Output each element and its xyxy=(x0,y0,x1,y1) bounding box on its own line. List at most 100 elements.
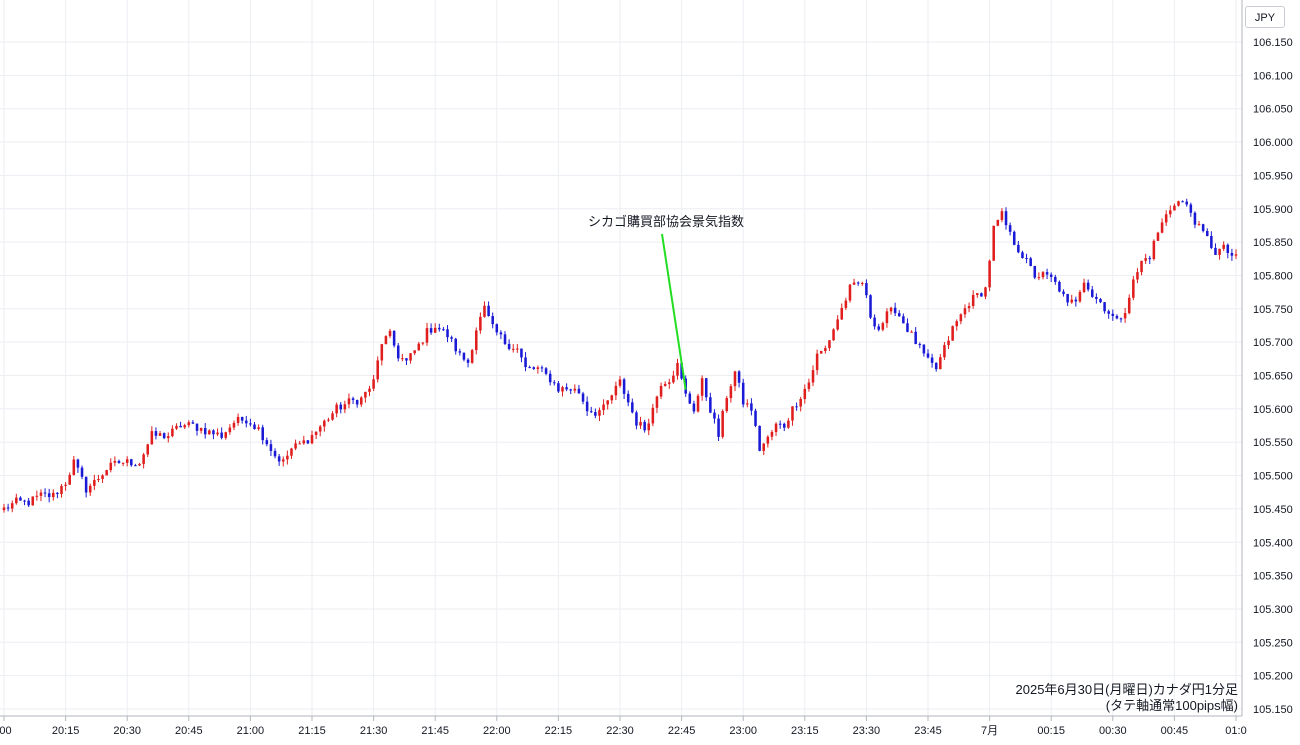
candle-body xyxy=(60,485,63,494)
candle-body xyxy=(19,497,22,501)
candle-body xyxy=(261,427,264,441)
candles xyxy=(2,198,1238,513)
candle-body xyxy=(446,329,449,338)
x-tick-label: 20:15 xyxy=(52,725,80,737)
candle-body xyxy=(680,362,683,379)
candle-body xyxy=(910,331,913,333)
candle-body xyxy=(1062,291,1065,295)
candle-body xyxy=(1090,289,1094,297)
candle-body xyxy=(828,340,831,349)
candle-body xyxy=(577,388,581,394)
x-tick-label: 21:00 xyxy=(237,725,265,737)
candle-body xyxy=(1201,224,1205,231)
candle-body xyxy=(1127,297,1131,314)
candle-body xyxy=(405,358,408,361)
x-tick-label: 23:30 xyxy=(853,725,881,737)
candle-body xyxy=(1177,201,1180,206)
x-tick-label: 22:00 xyxy=(483,725,511,737)
candle-body xyxy=(84,476,88,493)
candle-body xyxy=(1107,311,1110,314)
candle-body xyxy=(647,423,651,431)
candle-body xyxy=(191,422,195,424)
candle-body xyxy=(758,425,761,451)
candle-body xyxy=(561,387,564,392)
candle-body xyxy=(1008,225,1012,232)
candle-body xyxy=(323,420,326,427)
candle-body xyxy=(1173,205,1176,211)
candle-body xyxy=(187,422,191,426)
candle-body xyxy=(47,493,51,498)
candle-body xyxy=(585,401,589,412)
candle-body xyxy=(787,420,790,428)
candle-body xyxy=(1123,313,1127,319)
y-tick-label: 105.450 xyxy=(1253,504,1293,516)
candle-body xyxy=(1082,282,1086,293)
candle-body xyxy=(852,282,856,285)
candle-body xyxy=(269,444,273,451)
candle-body xyxy=(729,386,733,399)
candle-body xyxy=(795,406,798,408)
candle-body xyxy=(1185,201,1188,205)
candle-body xyxy=(401,358,404,360)
candle-body xyxy=(121,462,125,464)
candle-body xyxy=(93,480,96,486)
candle-body xyxy=(499,332,503,335)
candle-body xyxy=(162,433,166,439)
x-tick-label: 22:45 xyxy=(668,725,696,737)
candle-body xyxy=(68,474,71,485)
candle-body xyxy=(573,388,577,391)
candle-body xyxy=(491,316,494,325)
chart-caption-line2: (タテ軸通常100pips幅) xyxy=(1106,698,1238,713)
candle-body xyxy=(1074,299,1078,302)
annotation-pointer xyxy=(661,233,687,390)
candle-body xyxy=(598,410,601,416)
candle-body xyxy=(984,287,987,297)
candle-body xyxy=(992,225,995,261)
candle-body xyxy=(80,467,84,477)
y-tick-label: 105.200 xyxy=(1253,671,1293,683)
candle-body xyxy=(746,403,749,405)
candle-body xyxy=(421,342,425,344)
candle-body xyxy=(766,436,770,444)
candle-body xyxy=(175,425,178,429)
candle-body xyxy=(643,421,646,431)
x-tick-label: 00:15 xyxy=(1037,725,1065,737)
candle-body xyxy=(1144,258,1147,261)
candle-body xyxy=(105,470,108,476)
candle-body xyxy=(918,344,922,346)
candle-body xyxy=(1078,292,1082,302)
candle-body xyxy=(631,402,634,413)
y-tick-label: 105.400 xyxy=(1253,537,1293,549)
y-tick-label: 106.150 xyxy=(1253,37,1293,49)
candle-body xyxy=(179,425,182,428)
candle-body xyxy=(56,492,59,494)
candle-body xyxy=(635,412,638,426)
candle-body xyxy=(220,432,223,438)
candle-body xyxy=(224,432,228,438)
y-axis-ticks: 106.150 106.100 106.050 106.000 105.950 105.9… xyxy=(1253,37,1293,716)
candle-body xyxy=(943,345,946,358)
candle-body xyxy=(109,462,113,471)
candle-body xyxy=(507,343,511,349)
candle-body xyxy=(208,430,211,435)
candle-body xyxy=(306,440,310,444)
candle-body xyxy=(15,497,18,504)
y-tick-label: 105.750 xyxy=(1253,304,1293,316)
candle-body xyxy=(1214,247,1217,255)
candle-body xyxy=(741,382,745,405)
candle-body xyxy=(594,412,597,416)
candle-body xyxy=(881,323,885,330)
candle-body xyxy=(1066,294,1069,303)
grid-lines xyxy=(0,0,1242,716)
candle-body xyxy=(602,404,605,411)
candle-body xyxy=(245,420,248,424)
candle-body xyxy=(142,454,145,464)
candle-body xyxy=(368,388,371,392)
candle-body xyxy=(1054,276,1057,282)
candle-body xyxy=(1156,232,1160,241)
x-tick-label: 22:30 xyxy=(606,725,634,737)
candle-body xyxy=(327,419,330,421)
candle-body xyxy=(1045,272,1049,275)
candle-body xyxy=(1033,265,1037,278)
candle-body xyxy=(479,316,482,331)
